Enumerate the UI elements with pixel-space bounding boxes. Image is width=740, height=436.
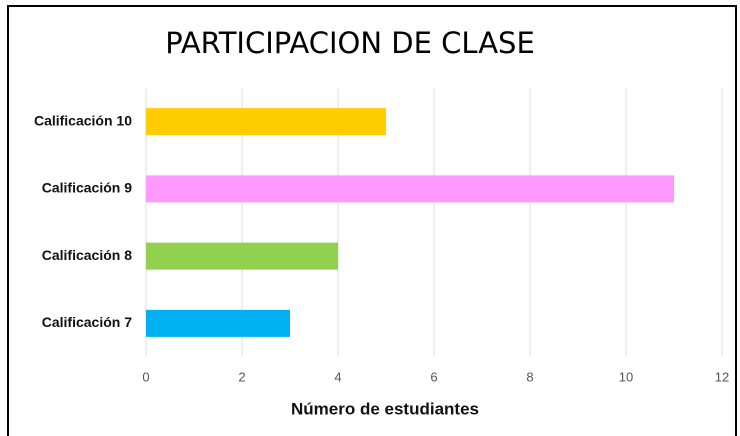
x-tick-label: 10 xyxy=(619,369,633,384)
frame xyxy=(7,5,737,436)
bar xyxy=(146,242,338,270)
y-tick-label: Calificación 10 xyxy=(34,112,132,128)
x-tick-label: 8 xyxy=(526,369,533,384)
y-tick-label: Calificación 8 xyxy=(42,247,132,263)
chart-title: PARTICIPACION DE CLASE xyxy=(165,26,535,60)
x-axis-label: Número de estudiantes xyxy=(291,399,479,418)
bar xyxy=(146,175,674,203)
x-tick-label: 2 xyxy=(238,369,245,384)
x-tick-label: 6 xyxy=(430,369,437,384)
bar xyxy=(146,108,386,136)
x-tick-label: 0 xyxy=(142,369,149,384)
x-tick-label: 4 xyxy=(334,369,341,384)
x-tick-label: 12 xyxy=(715,369,729,384)
y-tick-label: Calificación 7 xyxy=(42,314,132,330)
bar xyxy=(146,309,290,337)
y-tick-label: Calificación 9 xyxy=(42,180,132,196)
